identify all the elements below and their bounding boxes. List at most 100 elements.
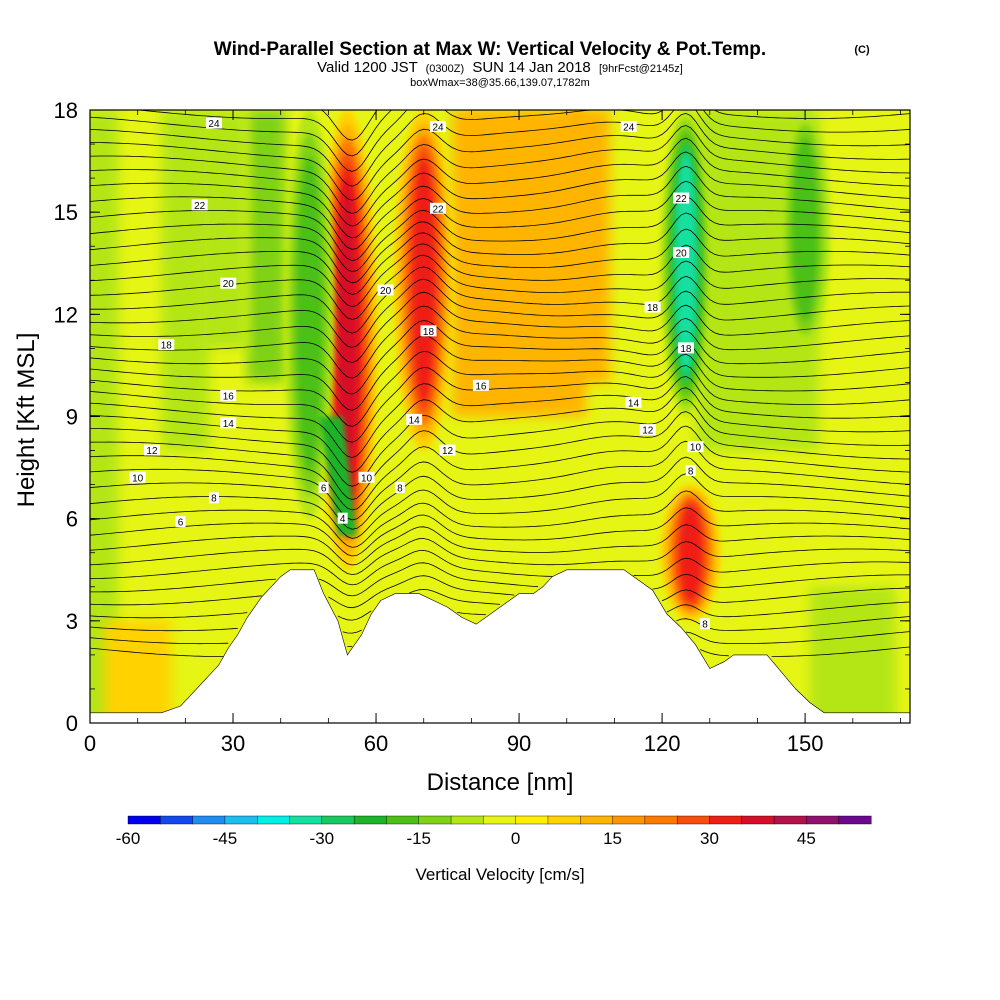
contour-label-bg [673,247,690,259]
contour-label-text: 16 [475,381,487,392]
theta-contour [90,125,910,214]
x-tick-label: 150 [787,731,824,756]
contour-label-text: 20 [380,286,392,297]
contour-label: 20 [377,284,394,297]
contour-label: 12 [439,444,456,457]
contour-label-bg [620,121,637,133]
contour-label-text: 8 [397,484,403,495]
contour-label-bg [205,117,222,129]
contour-label: 4 [337,512,348,525]
x-tick-label: 60 [364,731,388,756]
x-axis-ticks: 0 30 60 90 120 150 [84,110,824,756]
colorbar-swatch [192,815,226,825]
theta-contour [90,228,910,295]
y-tick-label: 18 [54,98,78,123]
contour-label-bg [687,441,704,453]
theta-contour [90,425,910,511]
theta-contour [90,110,910,172]
contour-label-bg [208,492,219,504]
colorbar-swatch [676,815,710,825]
contour-label-bg [644,301,661,313]
theta-contour [90,588,910,621]
y-axis-ticks: 0 3 6 9 12 15 18 [54,98,910,736]
contour-label-text: 24 [623,123,635,134]
theta-contour [134,110,910,157]
chart-subtitle: Valid 1200 JST (0300Z) SUN 14 Jan 2018 [… [317,59,683,76]
colorbar-tick-label: 15 [603,829,622,848]
colorbar-label: Vertical Velocity [cm/s] [415,865,584,884]
colorbar [127,815,872,825]
velocity-patch [199,110,248,349]
contour-label: 8 [208,492,219,505]
colorbar-swatch [644,815,678,825]
velocity-patch [104,620,172,723]
contour-label-bg [220,277,237,289]
theta-contour [90,456,910,530]
contour-label-bg [158,338,175,350]
contour-label-text: 20 [223,279,235,290]
downdraft-core [676,154,696,372]
contour-label: 18 [644,301,661,314]
x-tick-label: 0 [84,731,96,756]
contour-label: 22 [191,199,208,212]
contour-label-bg [358,471,375,483]
colorbar-tick-label: -15 [406,829,431,848]
colorbar-swatch [353,815,387,825]
theta-contour [90,646,910,657]
colorbar-swatch [483,815,517,825]
contour-label-text: 18 [423,327,435,338]
colorbar-swatch [160,815,194,825]
contour-label: 6 [318,482,329,495]
theta-contour [90,473,910,539]
contour-label-bg [430,202,447,214]
theta-contour [90,612,910,634]
theta-contour [90,151,910,239]
contour-label-bg [175,516,186,528]
contour-label: 12 [143,444,160,457]
velocity-patch [247,110,286,383]
colorbar-swatch [806,815,840,825]
contour-label-bg [685,464,696,476]
colorbar-ticks: -60 -45 -30 -15 0 15 30 45 [116,829,816,848]
theta-contour [90,110,910,187]
contour-label-bg [143,444,160,456]
contour-label-text: 16 [223,392,235,403]
colorbar-swatch [418,815,452,825]
theta-contours [90,110,910,657]
y-tick-label: 0 [66,711,78,736]
y-tick-label: 3 [66,609,78,634]
theta-contour [90,266,910,334]
theta-contour [90,507,910,557]
contour-label: 18 [420,325,437,338]
contour-label: 20 [220,277,237,290]
title-suffix: (C) [854,44,870,56]
contour-label: 8 [700,618,710,631]
contour-label: 18 [677,342,694,355]
contour-label-text: 10 [690,443,702,454]
theta-contour [90,375,910,459]
contour-label: 10 [687,441,704,454]
velocity-patch [561,110,610,383]
contour-label-bg [677,342,694,354]
contour-label-text: 22 [676,194,688,205]
x-axis-label: Distance [nm] [427,769,574,796]
theta-contour [90,631,910,647]
contour-label: 22 [673,192,690,205]
contour-label-text: 24 [432,123,444,134]
chart-subtitle-line3: boxWmax=38@35.66,139.07,1782m [410,77,590,89]
colorbar-swatch [838,815,872,825]
colorbar-tick-label: 30 [700,829,719,848]
contour-label-text: 10 [361,473,373,484]
contour-label-text: 14 [409,415,421,426]
theta-contour [90,549,910,586]
contour-label: 16 [220,390,237,403]
theta-contour [90,320,910,395]
contour-label-bg [220,417,237,429]
contour-label: 24 [205,117,222,130]
contour-label-bg [191,199,208,211]
theta-contour [90,364,910,443]
x-tick-label: 90 [507,731,531,756]
contour-label-bg [625,396,642,408]
